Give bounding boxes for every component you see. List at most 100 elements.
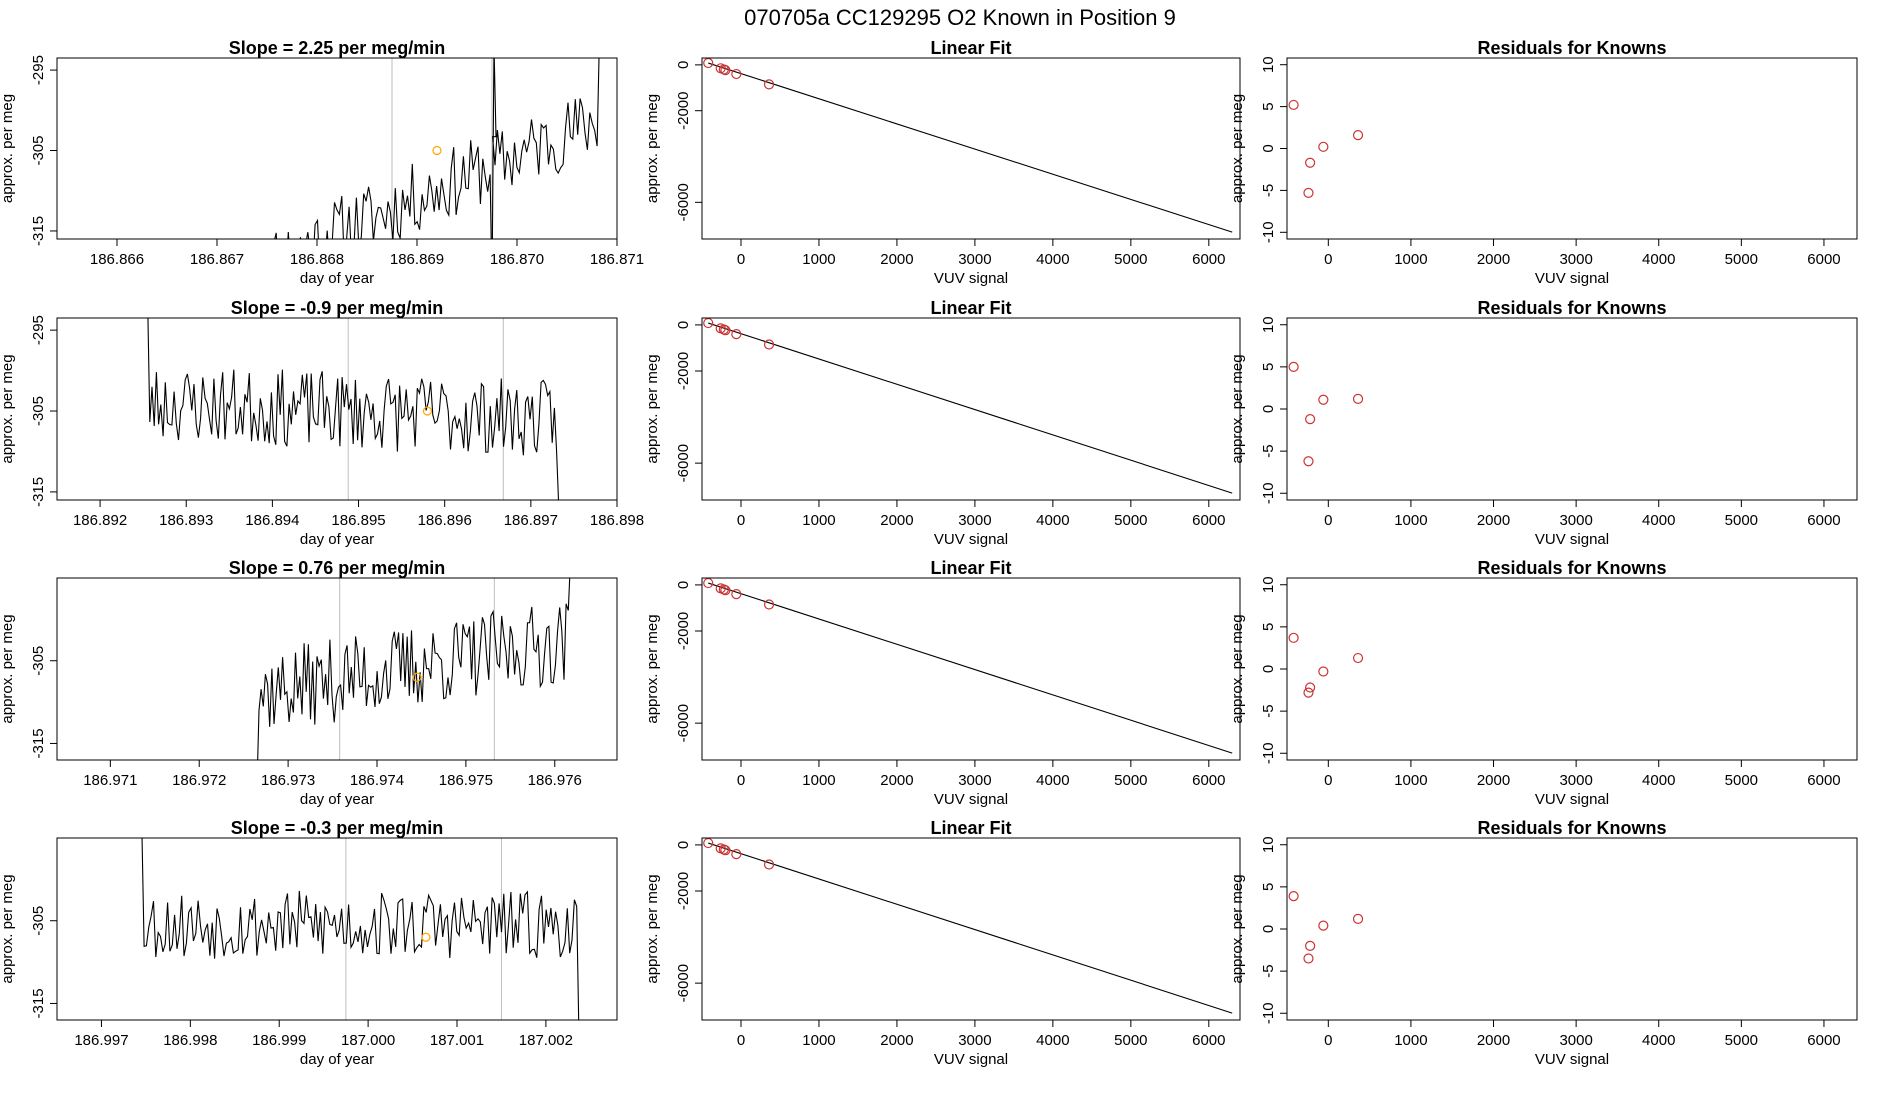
x-tick-label: 4000	[1642, 772, 1675, 789]
data-point	[731, 68, 742, 80]
y-tick-label: -5	[1260, 704, 1277, 717]
x-axis-label: VUV signal	[1535, 791, 1609, 808]
data-point	[1303, 456, 1314, 467]
x-tick-label: 1000	[1394, 1032, 1427, 1049]
plot-area	[1288, 361, 1364, 467]
x-tick-label: 186.895	[331, 512, 385, 529]
x-tick-label: 1000	[1394, 251, 1427, 268]
y-tick-label: 10	[1260, 56, 1277, 73]
panel-timeseries-row-2: Slope = -0.9 per meg/min day of year appro…	[0, 298, 644, 548]
y-axis-label: approx. per meg	[644, 874, 661, 983]
y-tick-label: 0	[675, 61, 692, 69]
x-tick-label: 6000	[1192, 772, 1225, 789]
x-tick-label: 0	[1324, 512, 1332, 529]
x-tick-label: 186.974	[350, 772, 404, 789]
x-tick-label: 5000	[1114, 251, 1147, 268]
fit-line	[708, 62, 1233, 233]
y-tick-label: -295	[30, 315, 47, 345]
y-tick-label: -5	[1260, 964, 1277, 977]
panel-title: Residuals for Knowns	[1477, 298, 1666, 318]
x-tick-label: 186.868	[290, 251, 344, 268]
data-point	[763, 859, 775, 870]
x-axis-label: VUV signal	[934, 531, 1008, 548]
x-tick-label: 5000	[1114, 1032, 1147, 1049]
y-tick-label: 5	[1260, 102, 1277, 110]
data-point	[731, 589, 742, 600]
y-tick-label: 0	[1260, 405, 1277, 413]
y-tick-label: -10	[1260, 482, 1277, 504]
x-axis-label: VUV signal	[934, 1051, 1008, 1068]
plot-area	[141, 838, 580, 1020]
y-axis-label: approx. per meg	[1229, 354, 1246, 463]
y-tick-label: -6000	[675, 444, 692, 482]
x-tick-label: 2000	[1477, 512, 1510, 529]
y-axis-label: approx. per meg	[1229, 614, 1246, 723]
x-tick-label: 1000	[802, 512, 835, 529]
y-axis-label: approx. per meg	[1229, 874, 1246, 983]
y-tick-label: -295	[30, 55, 47, 85]
x-tick-label: 4000	[1642, 251, 1675, 268]
plot-area	[703, 578, 1233, 754]
x-tick-label: 3000	[1559, 512, 1592, 529]
y-tick-label: -2000	[675, 872, 692, 910]
panel-title: Linear Fit	[930, 38, 1011, 58]
average-marker	[432, 145, 442, 156]
y-axis-label: approx. per meg	[1229, 94, 1246, 203]
data-point	[1318, 394, 1329, 405]
x-tick-label: 5000	[1725, 512, 1758, 529]
x-tick-label: 186.976	[528, 772, 582, 789]
panel-timeseries-row-1: Slope = 2.25 per meg/min day of year appro…	[0, 38, 644, 287]
fit-line	[708, 582, 1233, 754]
x-tick-label: 1000	[802, 772, 835, 789]
plot-area	[1288, 99, 1364, 199]
y-tick-label: -2000	[675, 92, 692, 130]
x-tick-label: 186.898	[590, 512, 644, 529]
data-point	[720, 65, 731, 76]
x-tick-label: 5000	[1114, 512, 1147, 529]
x-tick-label: 6000	[1807, 512, 1840, 529]
x-axis-label: day of year	[300, 270, 374, 287]
data-point	[720, 325, 731, 336]
y-axis-label: approx. per meg	[0, 354, 16, 463]
data-point	[1303, 953, 1314, 964]
x-tick-label: 6000	[1192, 251, 1225, 268]
data-point	[1303, 187, 1314, 199]
y-tick-label: 10	[1260, 316, 1277, 333]
y-tick-label: 5	[1260, 883, 1277, 891]
x-tick-label: 1000	[1394, 772, 1427, 789]
data-point	[731, 849, 742, 860]
data-point	[1305, 414, 1316, 425]
x-tick-label: 186.893	[159, 512, 213, 529]
data-point	[1318, 141, 1329, 152]
x-tick-label: 4000	[1642, 1032, 1675, 1049]
panel-title: Linear Fit	[930, 558, 1011, 578]
x-tick-label: 5000	[1725, 251, 1758, 268]
x-tick-label: 186.871	[590, 251, 644, 268]
plot-area	[147, 318, 560, 500]
panel-resid-row-1: Residuals for Knowns VUV signal approx. pe…	[1229, 38, 1858, 287]
panel-resid-row-3: Residuals for Knowns VUV signal approx. pe…	[1229, 558, 1858, 808]
x-tick-label: 2000	[880, 512, 913, 529]
y-axis-label: approx. per meg	[0, 614, 16, 723]
y-tick-label: -305	[30, 906, 47, 936]
data-point	[1288, 891, 1299, 902]
y-tick-label: -305	[30, 135, 47, 165]
x-tick-label: 1000	[802, 1032, 835, 1049]
y-axis-label: approx. per meg	[644, 94, 661, 203]
data-point	[1352, 652, 1364, 664]
x-tick-label: 187.001	[430, 1032, 484, 1049]
data-point	[1352, 913, 1364, 924]
y-axis-label: approx. per meg	[0, 874, 16, 983]
x-axis-label: day of year	[300, 531, 374, 548]
x-tick-label: 186.971	[83, 772, 137, 789]
y-tick-label: 0	[1260, 144, 1277, 152]
x-tick-label: 2000	[880, 251, 913, 268]
y-tick-label: 0	[1260, 665, 1277, 673]
x-tick-label: 1000	[802, 251, 835, 268]
x-tick-label: 4000	[1642, 512, 1675, 529]
x-tick-label: 0	[737, 772, 745, 789]
x-tick-label: 2000	[1477, 251, 1510, 268]
panel-title: Slope = 2.25 per meg/min	[229, 38, 446, 58]
plot-frame	[1286, 57, 1858, 240]
